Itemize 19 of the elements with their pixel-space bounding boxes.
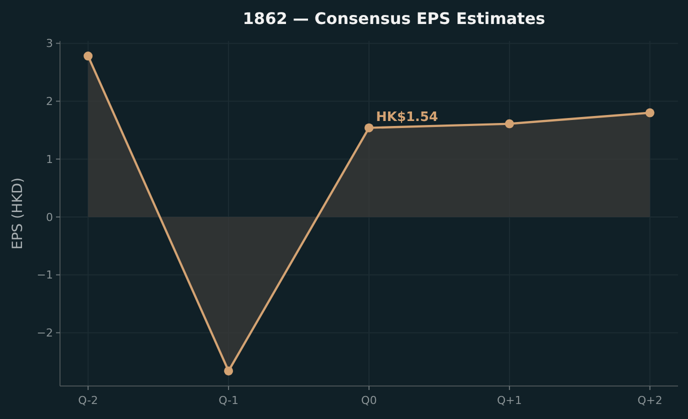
chart-title: 1862 — Consensus EPS Estimates (242, 9, 546, 28)
point (84, 52, 93, 61)
point (645, 108, 654, 118)
y-tick-label: 2 (46, 95, 53, 108)
y-tick-label: 3 (46, 37, 53, 50)
x-tick-label: Q0 (361, 394, 377, 407)
annotation: HK$1.54 (376, 110, 438, 125)
point (504, 119, 514, 128)
x-tick-label: Q-1 (218, 394, 239, 407)
y-axis-title: EPS (HKD) (10, 177, 26, 250)
x-tick-label: Q+2 (637, 394, 662, 407)
y-tick-label: 0 (46, 210, 53, 224)
y-tick-label: −2 (36, 326, 53, 340)
x-tick-label: Q+1 (497, 394, 522, 407)
x-tick-label: Q-2 (78, 394, 98, 407)
y-tick-label: 1 (46, 152, 53, 166)
point (364, 123, 374, 132)
point (224, 366, 234, 376)
y-tick-label: −1 (36, 268, 53, 282)
